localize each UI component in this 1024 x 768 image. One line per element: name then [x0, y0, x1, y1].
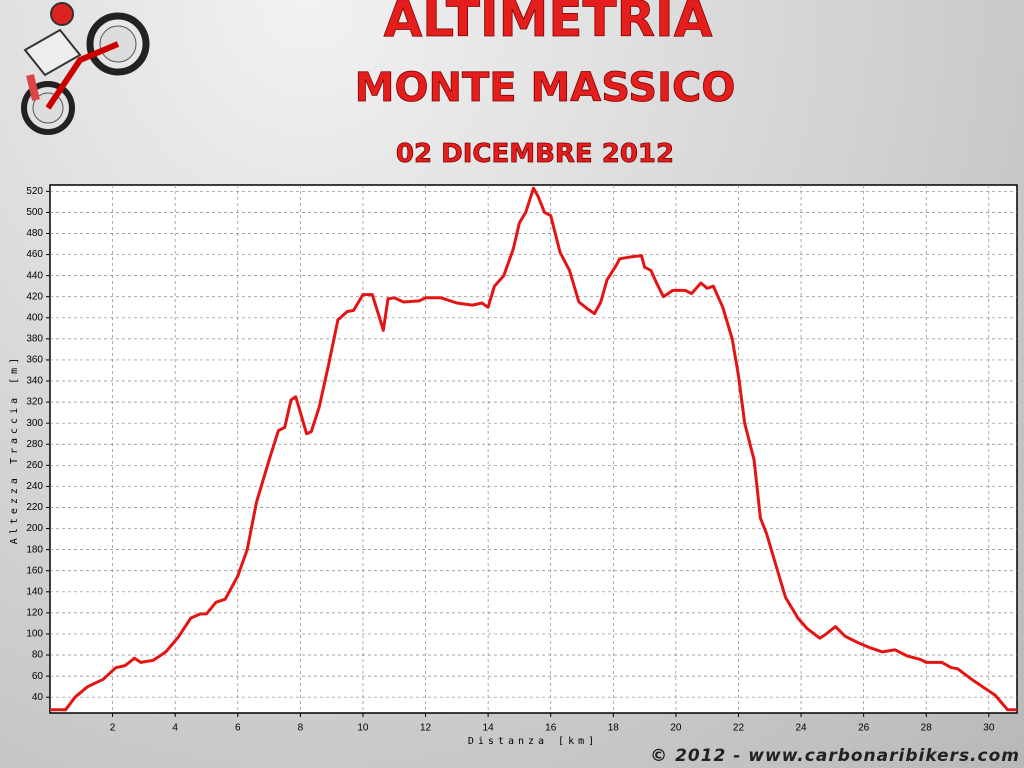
y-tick-label: 300: [26, 418, 43, 429]
x-tick-label: 26: [858, 723, 870, 734]
x-tick-label: 20: [670, 723, 682, 734]
y-tick-label: 220: [26, 502, 43, 513]
x-tick-label: 14: [483, 723, 495, 734]
elevation-line: [50, 186, 1017, 712]
copyright: © 2012 - www.carbonaribikers.com: [650, 746, 1020, 766]
chart-subtitle: MONTE MASSICO: [355, 65, 736, 111]
y-tick-label: 440: [26, 270, 43, 281]
y-tick-label: 260: [26, 460, 43, 471]
y-tick-label: 120: [26, 608, 43, 619]
y-tick-label: 140: [26, 586, 43, 597]
y-tick-label: 420: [26, 291, 43, 302]
y-tick-label: 360: [26, 355, 43, 366]
x-tick-label: 16: [545, 723, 557, 734]
y-tick-label: 400: [26, 312, 43, 323]
x-tick-label: 24: [796, 723, 808, 734]
x-tick-label: 6: [235, 723, 241, 734]
x-tick-label: 22: [733, 723, 745, 734]
y-tick-label: 340: [26, 376, 43, 387]
x-tick-label: 8: [298, 723, 304, 734]
y-tick-label: 40: [32, 692, 44, 703]
y-axis-label: Altezza Traccia [m]: [9, 354, 20, 544]
logo: [21, 2, 150, 135]
x-tick-label: 2: [110, 723, 116, 734]
x-tick-label: 4: [172, 723, 178, 734]
date-label: 02 DICEMBRE 2012: [396, 139, 674, 169]
y-tick-label: 500: [26, 207, 43, 218]
y-tick-label: 320: [26, 397, 43, 408]
y-tick-label: 460: [26, 249, 43, 260]
y-tick-label: 240: [26, 481, 43, 492]
chart-title: ALTIMETRIA: [384, 0, 713, 48]
plot-area: [49, 184, 1018, 714]
x-tick-label: 28: [921, 723, 933, 734]
x-tick-label: 10: [357, 723, 369, 734]
y-tick-label: 180: [26, 544, 43, 555]
y-tick-label: 280: [26, 439, 43, 450]
y-tick-label: 380: [26, 334, 43, 345]
y-tick-label: 100: [26, 629, 43, 640]
y-tick-label: 480: [26, 228, 43, 239]
x-tick-label: 18: [608, 723, 620, 734]
y-tick-label: 60: [32, 671, 44, 682]
y-tick-label: 520: [26, 186, 43, 197]
x-axis-label: Distanza [km]: [468, 736, 598, 747]
x-tick-label: 30: [983, 723, 995, 734]
y-tick-label: 160: [26, 565, 43, 576]
x-tick-label: 12: [420, 723, 432, 734]
y-tick-label: 200: [26, 523, 43, 534]
y-tick-label: 80: [32, 650, 44, 661]
